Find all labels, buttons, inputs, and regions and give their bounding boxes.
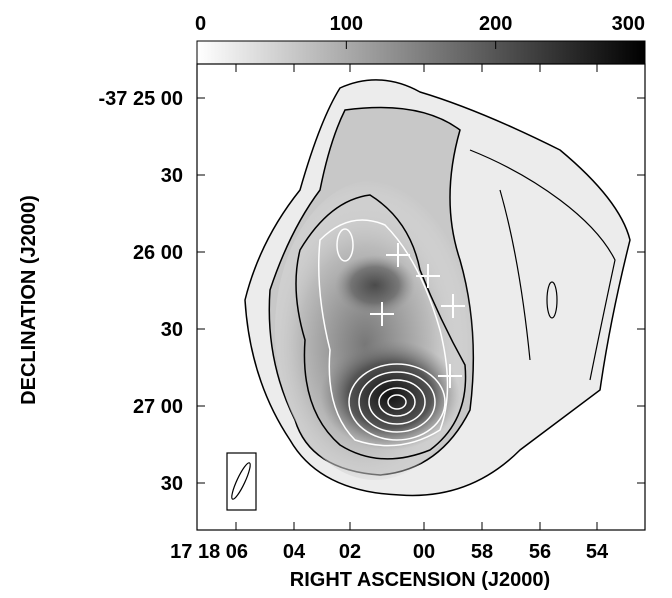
x-tick-label: 02 [339,541,361,563]
x-tick-label: 04 [283,541,306,563]
colorbar-tick-label: 200 [479,13,512,35]
x-axis-label: RIGHT ASCENSION (J2000) [290,569,550,591]
x-tick-label: 56 [529,541,551,563]
x-tick-label: 54 [586,541,609,563]
x-tick-label: 17 18 06 [170,541,248,563]
y-axis-label: DECLINATION (J2000) [18,195,40,405]
y-tick-label: -37 25 00 [98,88,183,110]
y-tick-label: 30 [161,319,183,341]
colorbar-tick-label: 0 [195,13,206,35]
x-tick-label: 58 [471,541,493,563]
colorbar [196,40,646,65]
beam [231,462,251,500]
x-tick-label: 00 [413,541,435,563]
y-tick-label: 27 00 [133,396,183,418]
plot-frame [196,63,646,531]
y-tick-label: 26 00 [133,242,183,264]
colorbar-tick-label: 100 [330,13,363,35]
y-tick-label: 30 [161,473,183,495]
beam-box [226,452,257,511]
y-tick-label: 30 [161,165,183,187]
image [244,79,631,497]
colorbar-tick-label: 300 [612,13,645,35]
